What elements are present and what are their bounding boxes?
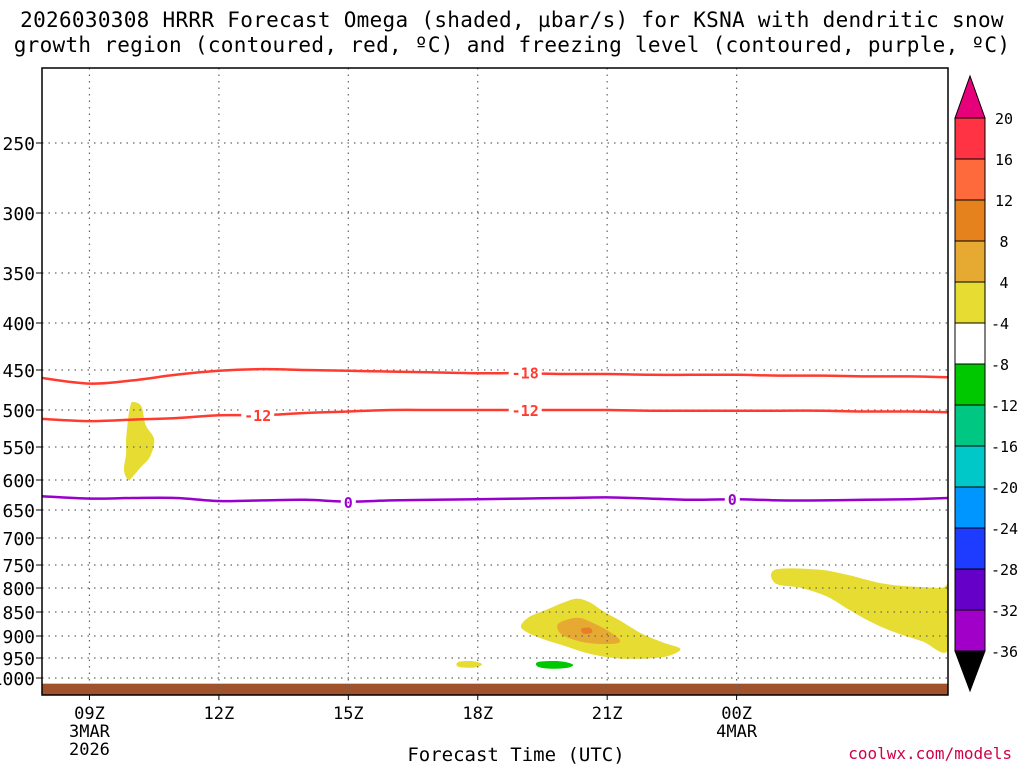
dgz-minus18-label-bg bbox=[508, 364, 542, 381]
contour-label-extra-0: -12 bbox=[244, 407, 271, 425]
freezing-level-line bbox=[42, 494, 948, 503]
y-tick-label: 550 bbox=[2, 438, 35, 459]
x-tick-label: 15Z bbox=[333, 704, 364, 724]
omega-4-8-d bbox=[771, 568, 948, 653]
y-tick-label: 1000 bbox=[0, 669, 35, 690]
x-tick-label: 21Z bbox=[592, 704, 623, 724]
colorbar-swatch bbox=[954, 486, 986, 529]
contours bbox=[42, 367, 948, 503]
x-tick-date-label: 3MAR bbox=[69, 722, 111, 742]
colorbar: 20 16 12 8 4 -4 -8 -12 -16 -20 -24 -28 -32 -36 bbox=[954, 74, 1018, 693]
colorbar-swatch bbox=[954, 322, 986, 365]
omega-4-8-c bbox=[456, 661, 483, 668]
x-axis-label: Forecast Time (UTC) bbox=[407, 744, 625, 766]
omega-4-8-a bbox=[123, 402, 155, 481]
terrain bbox=[42, 683, 948, 695]
y-tick-label: 250 bbox=[2, 134, 35, 155]
colorbar-label: -12 bbox=[991, 397, 1018, 415]
colorbar-swatch bbox=[954, 445, 986, 488]
dgz-minus18-line bbox=[42, 367, 948, 385]
y-tick-label: 700 bbox=[2, 529, 35, 550]
colorbar-label: 12 bbox=[995, 192, 1013, 210]
colorbar-swatch bbox=[954, 281, 986, 324]
contour-label-extra-1: 0 bbox=[728, 491, 737, 509]
colorbar-label: 16 bbox=[995, 151, 1013, 169]
contour-label-extra-0-bg bbox=[241, 407, 275, 424]
colorbar-swatch bbox=[954, 240, 986, 283]
y-tick-label: 900 bbox=[2, 627, 35, 648]
y-tick-label: 800 bbox=[2, 579, 35, 600]
y-tick-label: 750 bbox=[2, 556, 35, 577]
colorbar-swatch bbox=[954, 568, 986, 611]
grid bbox=[42, 68, 948, 695]
y-tick-label: 400 bbox=[2, 314, 35, 335]
colorbar-label: -16 bbox=[991, 438, 1018, 456]
y-tick-label: 650 bbox=[2, 501, 35, 522]
watermark: coolwx.com/models bbox=[848, 744, 1012, 763]
chart-title-line-1: 2026030308 HRRR Forecast Omega (shaded, … bbox=[20, 8, 1004, 32]
colorbar-label: 8 bbox=[999, 233, 1008, 251]
colorbar-top-arrow bbox=[954, 74, 986, 119]
colorbar-swatch bbox=[954, 199, 986, 242]
omega-shading bbox=[123, 402, 948, 669]
contour-labels: -18 -12 0 -12 0 bbox=[241, 364, 740, 512]
colorbar-label: -24 bbox=[991, 520, 1018, 538]
terrain-fill bbox=[42, 683, 948, 695]
colorbar-label: -4 bbox=[991, 315, 1009, 333]
plot-frame bbox=[41, 67, 949, 696]
colorbar-swatch bbox=[954, 527, 986, 570]
contour-label-extra-1-bg bbox=[724, 491, 740, 508]
colorbar-swatch bbox=[954, 404, 986, 447]
colorbar-label: -32 bbox=[991, 602, 1018, 620]
chart-title-line-2: growth region (contoured, red, ºC) and f… bbox=[13, 33, 1011, 57]
colorbar-label: -28 bbox=[991, 561, 1018, 579]
dgz-minus12-line bbox=[42, 408, 948, 423]
freezing-level-label: 0 bbox=[344, 494, 353, 512]
y-tick-label: 950 bbox=[2, 649, 35, 670]
x-tick-label: 12Z bbox=[204, 704, 235, 724]
omega-12-16 bbox=[580, 627, 593, 634]
colorbar-swatch bbox=[954, 609, 986, 652]
y-tick-label: 350 bbox=[2, 264, 35, 285]
dgz-minus18-label: -18 bbox=[512, 364, 539, 382]
y-tick-label: 600 bbox=[2, 471, 35, 492]
x-tick-label: 18Z bbox=[462, 704, 493, 724]
x-tick-label: 00Z bbox=[721, 704, 752, 724]
colorbar-label: 20 bbox=[995, 110, 1013, 128]
colorbar-label: -20 bbox=[991, 479, 1018, 497]
dgz-minus12-label-bg bbox=[508, 402, 542, 418]
x-tick-date-label: 4MAR bbox=[716, 722, 758, 742]
x-tick-label: 09Z bbox=[74, 704, 105, 724]
colorbar-label: -36 bbox=[991, 643, 1018, 661]
colorbar-label: -8 bbox=[991, 356, 1009, 374]
colorbar-swatch bbox=[954, 363, 986, 406]
omega-minus4-minus8 bbox=[535, 661, 574, 669]
x-tick-year-label: 2026 bbox=[69, 740, 110, 760]
dgz-minus12-label: -12 bbox=[512, 402, 539, 420]
freezing-level-label-bg bbox=[340, 494, 356, 511]
y-tick-label: 450 bbox=[2, 361, 35, 382]
colorbar-bottom-arrow bbox=[954, 650, 986, 693]
colorbar-label: 4 bbox=[999, 274, 1008, 292]
colorbar-swatch bbox=[954, 117, 986, 160]
y-tick-label: 500 bbox=[2, 401, 35, 422]
y-tick-label: 300 bbox=[2, 204, 35, 225]
y-tick-label: 850 bbox=[2, 603, 35, 624]
colorbar-swatch bbox=[954, 158, 986, 201]
